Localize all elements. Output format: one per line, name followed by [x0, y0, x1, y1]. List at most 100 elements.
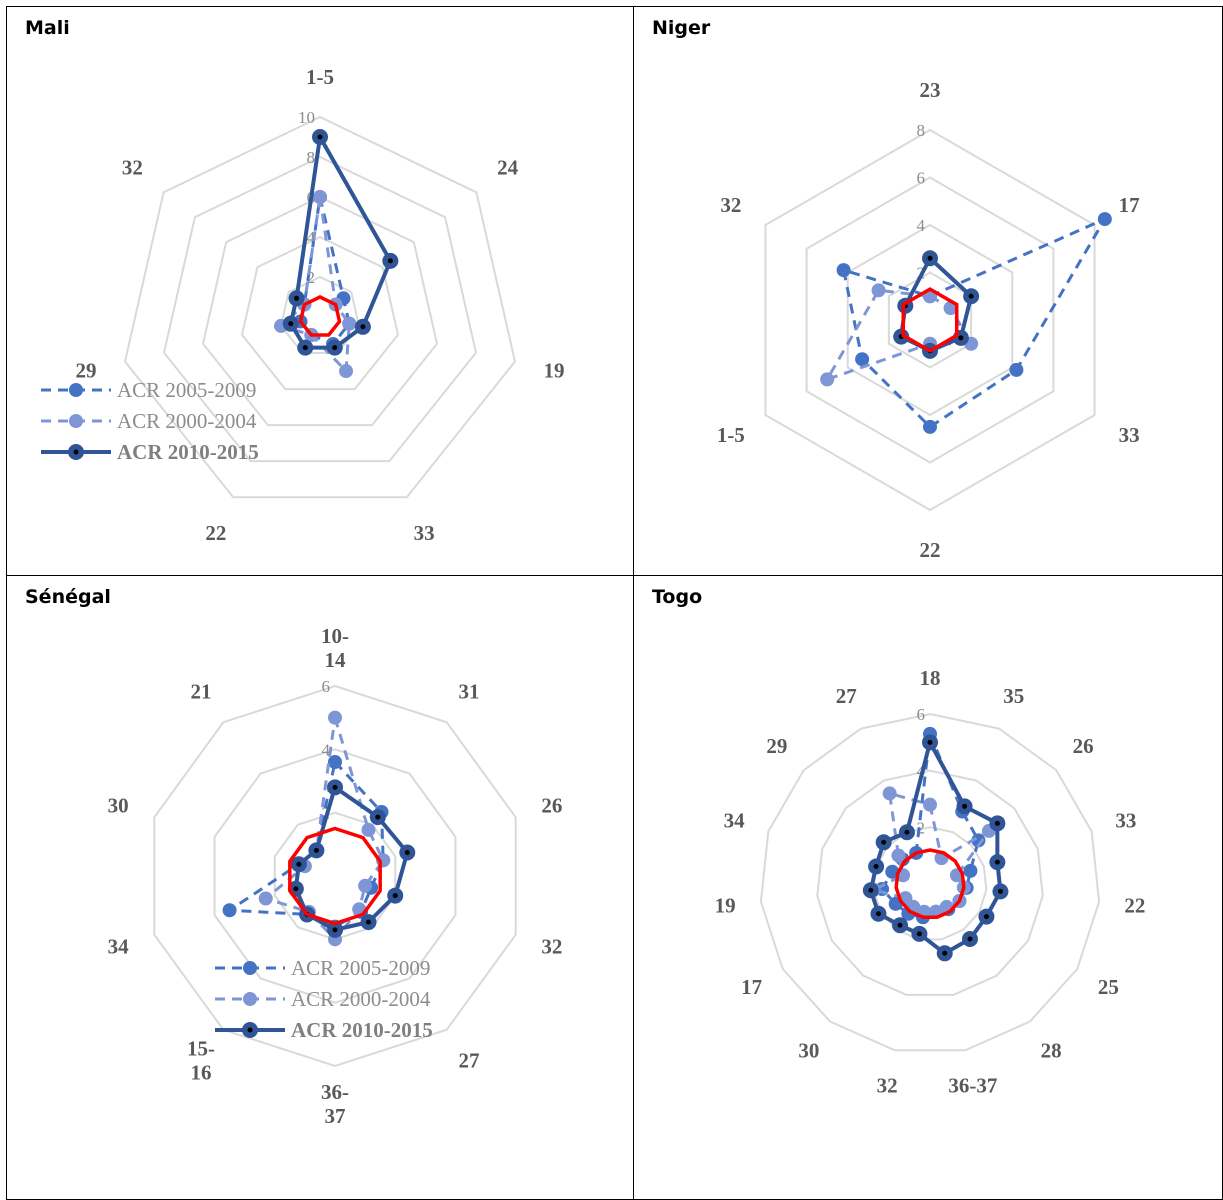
- legend: ACR 2005-2009 ACR 2000-2004 ACR 2010-2015: [41, 378, 259, 464]
- axis-label: 23: [920, 78, 941, 102]
- axis-label: 22: [1124, 894, 1145, 918]
- tick-label: 4: [307, 228, 316, 247]
- axis-label: 30: [108, 794, 129, 818]
- data-point-center: [904, 829, 910, 835]
- data-point-center: [875, 911, 881, 917]
- data-point-center: [927, 739, 933, 745]
- axis-label: 36-37: [321, 1080, 349, 1128]
- data-point-center: [375, 814, 381, 820]
- axis-label: 21: [190, 680, 211, 704]
- tick-label: 4: [917, 216, 926, 235]
- axis-label: 19: [543, 358, 564, 382]
- data-point-center: [927, 255, 933, 261]
- tick-label: 6: [917, 169, 926, 188]
- series-line: [868, 740, 1003, 956]
- legend-label: ACR 2005-2009: [117, 378, 256, 402]
- tick-label: 2: [307, 268, 316, 287]
- data-point: [836, 263, 851, 278]
- series-line: [228, 760, 385, 929]
- data-point: [328, 710, 342, 725]
- data-point: [923, 797, 937, 812]
- data-point-center: [392, 893, 398, 899]
- tick-label: 6: [917, 705, 926, 724]
- data-point: [971, 833, 986, 848]
- data-point: [1009, 362, 1024, 377]
- axis-label: 32: [122, 155, 143, 179]
- axis-label: 22: [920, 538, 941, 562]
- series-2010-2015: [287, 779, 416, 938]
- axis-label: 33: [1119, 423, 1140, 447]
- data-point-center: [997, 888, 1003, 894]
- series-2010-2015: [282, 129, 399, 356]
- data-point-center: [296, 861, 302, 867]
- data-point-center: [994, 820, 1000, 826]
- grid-ring: [279, 275, 361, 355]
- data-point-center: [294, 295, 300, 301]
- data-point-center: [968, 293, 974, 299]
- panel-senegal: Sénégal 2 4 6 10-14 31 26 32 27 36-37 15-16 34 30 21…: [6, 575, 634, 1200]
- data-point-center: [302, 345, 308, 351]
- data-point: [258, 891, 273, 906]
- data-point-center: [868, 887, 874, 893]
- data-point-center: [967, 936, 973, 942]
- legend-marker-center: [73, 449, 79, 455]
- data-point-center: [332, 345, 338, 351]
- axis-label: 34: [108, 934, 130, 958]
- panel-togo: Togo 2 4 6 18 35 26 33 22 25 28 36-37 32 30 17 19 34 29 2…: [633, 575, 1223, 1200]
- data-point-center: [332, 784, 338, 790]
- radar-grid: [759, 712, 1101, 1052]
- data-point-center: [387, 258, 393, 264]
- data-point-center: [873, 863, 879, 869]
- tick-label: 2: [917, 818, 926, 837]
- data-point: [328, 755, 342, 769]
- tick-label: 8: [917, 121, 926, 140]
- axis-label: 34: [724, 808, 746, 832]
- data-point-center: [916, 931, 922, 937]
- axis-label: 33: [1115, 808, 1136, 832]
- data-point: [891, 848, 906, 863]
- axis-label: 35: [1003, 684, 1024, 708]
- axis-label: 32: [541, 934, 562, 958]
- axis-label: 24: [497, 155, 519, 179]
- panel-title: Togo: [652, 586, 703, 608]
- data-point-center: [288, 321, 294, 327]
- grid-ring: [213, 748, 457, 1004]
- reference-line: [901, 287, 959, 353]
- data-point-center: [942, 950, 948, 956]
- data-point: [222, 903, 237, 918]
- data-point-center: [293, 886, 299, 892]
- grid-ring: [816, 769, 1044, 996]
- data-point: [923, 419, 937, 434]
- axis-label: 30: [798, 1039, 819, 1063]
- axis-label: 32: [877, 1073, 898, 1097]
- data-point: [882, 786, 897, 801]
- data-point-center: [881, 839, 887, 845]
- grid-ring: [805, 176, 1055, 464]
- grid-ring: [162, 155, 478, 463]
- axis-label: 15-16: [187, 1036, 215, 1084]
- series-2005-2009: [836, 212, 1112, 434]
- grid-ring: [240, 235, 400, 391]
- legend-marker: [69, 383, 83, 397]
- axis-label: 19: [715, 894, 736, 918]
- axis-label: 17: [741, 975, 762, 999]
- legend-label: ACR 2010-2015: [291, 1018, 433, 1042]
- data-point-center: [366, 919, 372, 925]
- data-point-center: [962, 803, 968, 809]
- data-point: [358, 878, 373, 893]
- axis-label: 29: [766, 734, 787, 758]
- data-point: [1097, 212, 1112, 227]
- data-point: [871, 283, 886, 298]
- data-point-center: [313, 847, 319, 853]
- grid-ring: [872, 826, 988, 941]
- data-point-center: [983, 914, 989, 920]
- axis-label: 1-5: [717, 423, 745, 447]
- data-point: [313, 190, 327, 204]
- data-point-center: [360, 324, 366, 330]
- data-point: [342, 316, 357, 331]
- legend-label: ACR 2010-2015: [117, 440, 259, 464]
